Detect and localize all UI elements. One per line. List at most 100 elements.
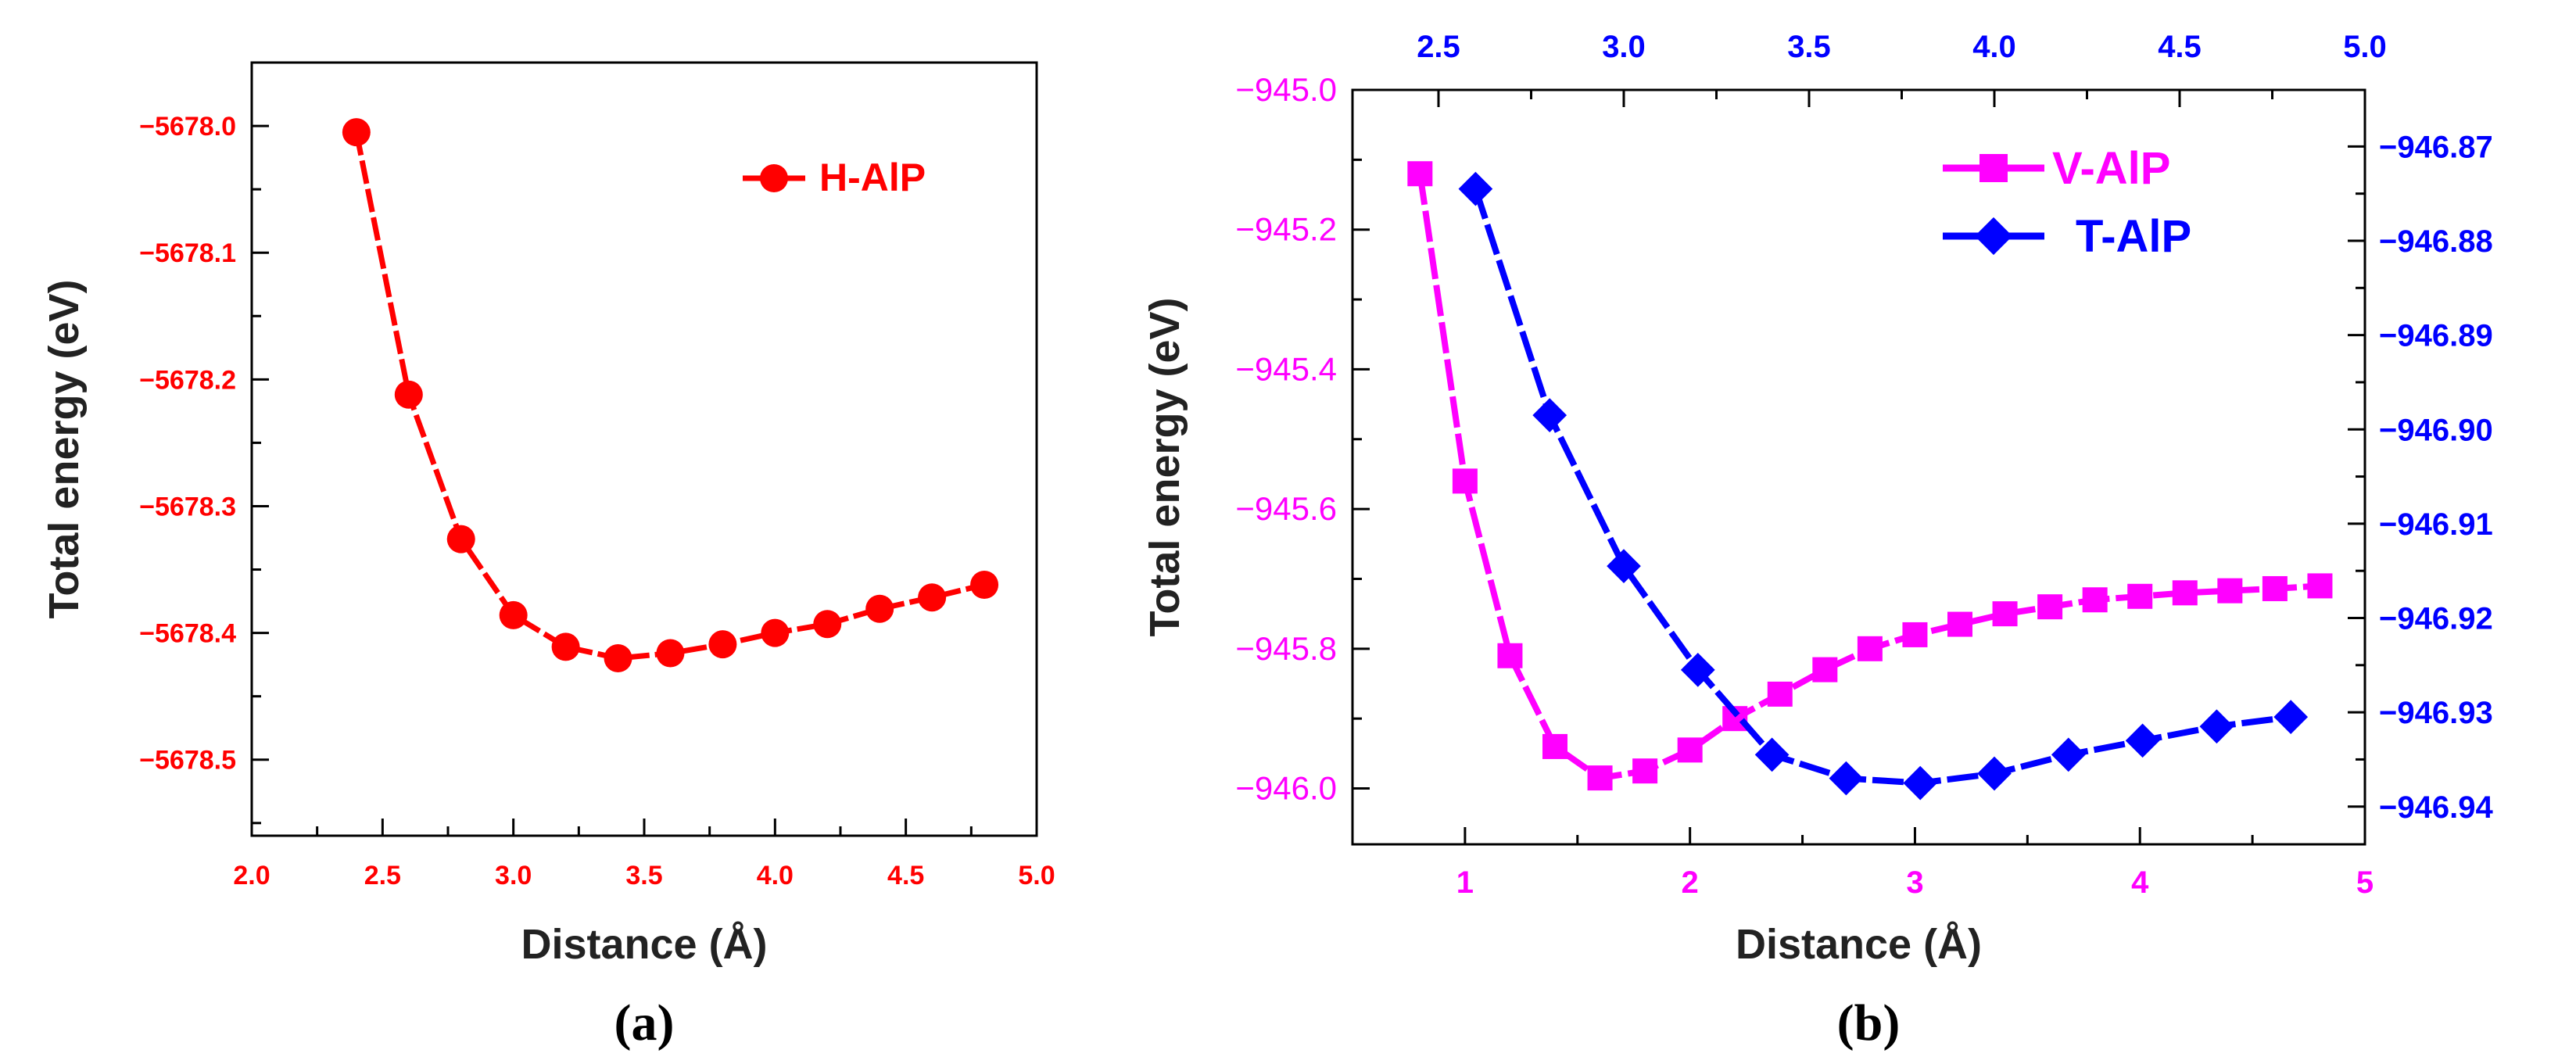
right-tick-label: −946.92 [2379,602,2493,636]
data-point [394,380,423,409]
data-point [708,630,737,659]
data-point-v-alp [2082,587,2108,613]
bottom-tick-label: 3 [1906,865,1923,900]
y-axis-label: Total energy (eV) [41,279,88,618]
x-axis-label: Distance (Å) [1736,921,1982,968]
x-tick-label: 2.5 [364,861,401,890]
legend-marker-v-alp [1979,154,2008,182]
data-point [604,644,632,673]
y-tick-label: −5678.1 [139,238,236,268]
data-point-v-alp [1992,601,2018,627]
data-point-v-alp [1632,758,1658,784]
data-point-v-alp [1407,161,1433,187]
series-line-h-alp [353,131,985,661]
data-point-t-alp [1977,756,2012,791]
x-tick-label: 3.0 [495,861,532,890]
y-tick-label: −5678.0 [139,112,236,142]
right-tick-label: −946.93 [2379,696,2493,730]
bottom-tick-label: 2 [1682,865,1699,900]
panel-a: 2.0 2.5 3.0 3.5 4.0 4.5 5.0 −5678.0 −5678.1 −5678… [41,61,1055,1051]
data-point-v-alp [1452,468,1478,494]
data-point-v-alp [2217,578,2243,604]
data-point-t-alp [2273,700,2309,735]
bottom-tick-label: 1 [1456,865,1474,900]
data-point [656,639,685,668]
data-point-v-alp [2037,594,2063,620]
data-point [446,525,475,553]
left-tick-label: −945.2 [1235,211,1337,248]
data-point-v-alp [1587,765,1613,791]
top-tick-label: 2.5 [1417,30,1460,64]
panel-b: 1 2 3 4 5 2.5 3.0 3.5 4.0 4.5 5.0 −945.0 −945.2 −945.… [1141,30,2493,1051]
data-point-t-alp [1680,652,1715,687]
y-tick-label: −5678.4 [139,619,236,649]
data-point-v-alp [2262,575,2288,601]
panel-label: (b) [1837,994,1901,1051]
left-tick-label: −945.0 [1235,71,1337,108]
data-point [813,610,842,639]
data-point-t-alp [1532,398,1567,433]
panel-label: (a) [614,994,675,1051]
data-point-t-alp [2199,709,2234,744]
data-point [918,583,947,612]
legend-marker [760,164,788,192]
right-tick-label: −946.90 [2379,413,2493,447]
legend-marker-t-alp [1974,217,2013,256]
right-tick-label: −946.94 [2379,790,2493,825]
top-tick-label: 4.5 [2158,30,2202,64]
data-point-v-alp [2307,573,2333,599]
data-point [970,570,999,599]
x-tick-label: 4.0 [757,861,794,890]
top-tick-label: 3.0 [1602,30,1646,64]
data-point [551,632,580,661]
data-point [499,600,528,629]
x-tick-label: 3.5 [625,861,662,890]
left-tick-label: −945.6 [1235,490,1337,527]
data-point-v-alp [1677,737,1703,763]
left-tick-label: −945.8 [1235,630,1337,667]
data-point-v-alp [1902,622,1928,647]
right-tick-label: −946.89 [2379,319,2493,353]
right-tick-label: −946.91 [2379,507,2493,542]
data-point-t-alp [2125,723,2160,758]
data-point [761,618,790,647]
data-point [865,594,894,623]
top-tick-label: 4.0 [1972,30,2016,64]
right-tick-label: −946.87 [2379,130,2493,164]
series-line-t-alp [1472,188,2291,786]
x-tick-label: 4.5 [887,861,924,890]
data-point-t-alp [1754,737,1790,772]
left-tick-label: −945.4 [1235,350,1337,387]
data-point-t-alp [2051,737,2086,772]
y-axis-label: Total energy (eV) [1141,297,1188,636]
data-point-v-alp [2172,580,2198,606]
legend-label: H-AlP [819,156,926,199]
plot-frame [1351,88,2366,846]
left-tick-label: −946.0 [1235,770,1337,807]
top-tick-label: 3.5 [1787,30,1831,64]
series-line-v-alp [1417,173,2320,782]
data-point-v-alp [2127,583,2153,609]
data-point-v-alp [1947,611,1972,637]
data-point-t-alp [1829,761,1864,796]
legend-label-t-alp: T-AlP [2076,211,2191,262]
y-tick-label: −5678.3 [139,492,236,521]
x-axis-label: Distance (Å) [521,921,767,968]
x-tick-label: 2.0 [233,861,270,890]
data-point-v-alp [1542,733,1567,759]
bottom-tick-label: 4 [2131,865,2149,900]
data-point-t-alp [1607,549,1641,584]
data-point-t-alp [1458,171,1493,206]
data-point-v-alp [1497,643,1523,668]
data-point [342,118,371,147]
y-tick-label: −5678.5 [139,746,236,776]
x-tick-label: 5.0 [1018,861,1055,890]
bottom-tick-label: 5 [2356,865,2374,900]
top-tick-label: 5.0 [2343,30,2387,64]
right-tick-label: −946.88 [2379,224,2493,259]
data-point-t-alp [1903,765,1938,801]
legend-label-v-alp: V-AlP [2052,143,2171,194]
data-point-v-alp [1767,681,1793,707]
data-point-v-alp [1857,636,1883,661]
